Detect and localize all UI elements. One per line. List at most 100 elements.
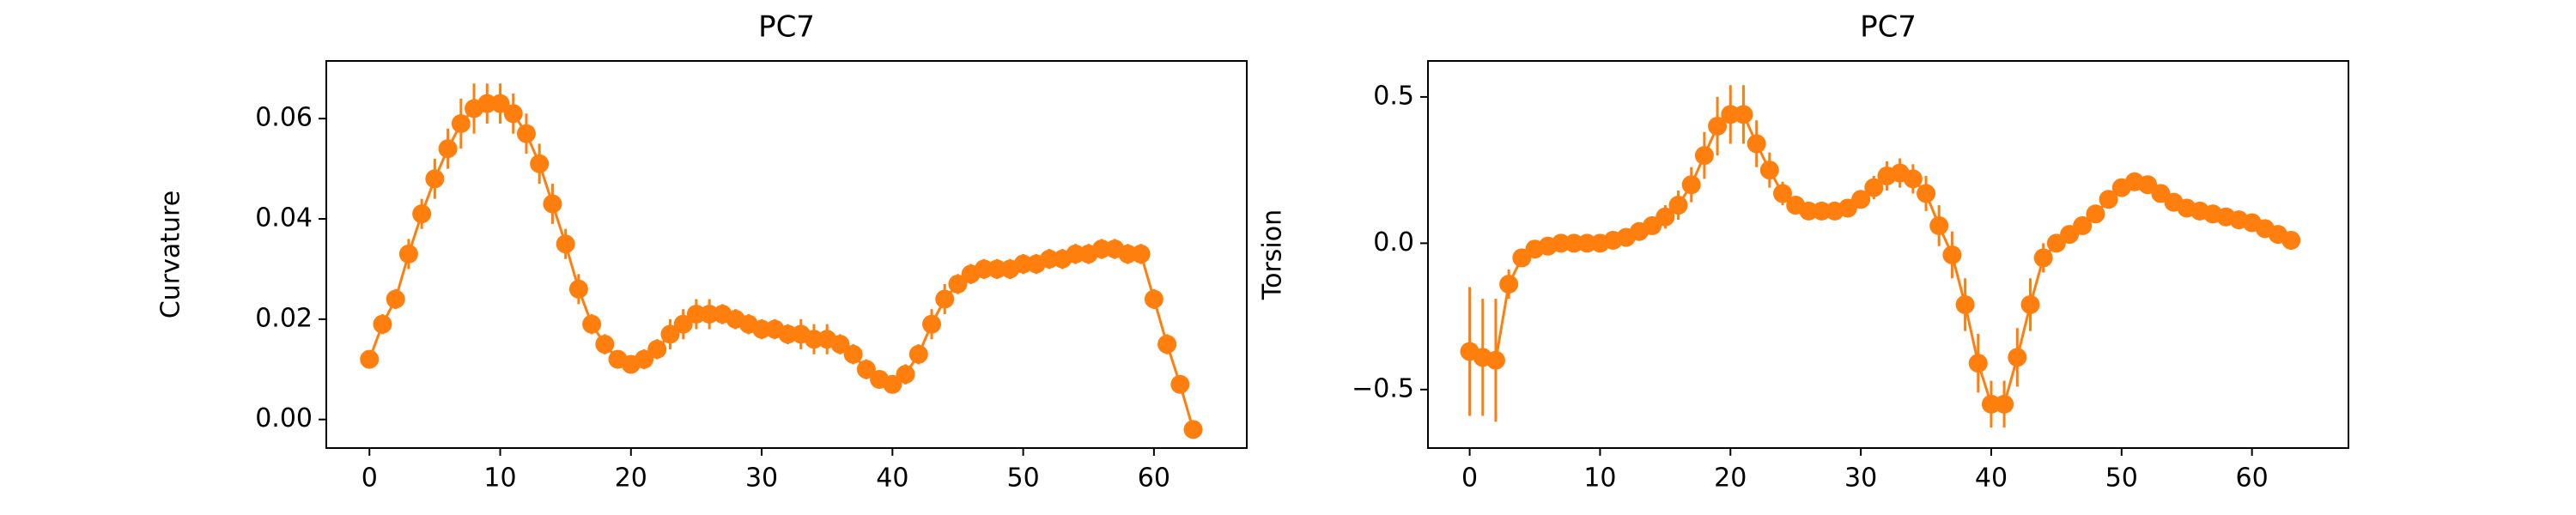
x-tick-label: 50 — [2105, 464, 2138, 494]
data-point — [2099, 190, 2118, 209]
data-point — [804, 330, 823, 349]
y-tick-label: 0.06 — [255, 103, 313, 133]
data-point — [922, 314, 942, 334]
data-point — [412, 204, 432, 224]
data-point — [673, 314, 693, 334]
data-point — [1955, 294, 1975, 314]
data-point — [883, 374, 902, 394]
data-point — [2020, 294, 2040, 314]
x-tick-label: 40 — [876, 464, 908, 494]
data-point — [778, 324, 798, 344]
data-point — [1564, 233, 1584, 253]
data-point — [1170, 374, 1190, 394]
data-point — [2281, 230, 2301, 250]
y-axis-label: Curvature — [156, 191, 186, 318]
data-point — [530, 154, 550, 173]
data-point — [752, 319, 772, 339]
y-tick-label: 0.5 — [1373, 81, 1414, 111]
data-point — [1968, 354, 1988, 373]
data-point — [1917, 184, 1936, 203]
data-point — [556, 234, 575, 254]
data-point — [1929, 215, 1949, 235]
x-tick-label: 20 — [615, 464, 647, 494]
data-point — [1499, 275, 1519, 294]
data-point — [516, 124, 536, 143]
data-point — [595, 335, 615, 354]
data-point — [1091, 239, 1111, 259]
data-point — [896, 365, 915, 385]
data-point — [477, 94, 497, 113]
data-point — [2033, 248, 2053, 268]
data-point — [686, 305, 706, 324]
data-point — [425, 169, 445, 189]
data-point — [1981, 394, 2001, 414]
y-tick-label: −0.5 — [1352, 373, 1414, 403]
data-point — [2008, 348, 2027, 367]
data-point — [2086, 204, 2105, 224]
data-point — [1773, 184, 1793, 203]
data-point — [856, 360, 876, 379]
data-point — [1066, 244, 1085, 264]
x-tick-label: 60 — [2236, 464, 2269, 494]
data-point — [1864, 178, 1884, 197]
data-point — [1144, 289, 1163, 309]
data-point — [451, 114, 471, 134]
data-point — [386, 289, 405, 309]
data-point — [1013, 254, 1033, 274]
data-point — [1040, 249, 1060, 269]
data-point — [360, 349, 380, 369]
data-point — [660, 324, 680, 344]
data-point — [373, 314, 392, 334]
data-point — [1851, 190, 1871, 209]
data-point — [1708, 117, 1728, 136]
plot-frame — [325, 60, 1248, 449]
data-point — [1681, 175, 1701, 195]
y-tick-label: 0.04 — [255, 203, 313, 233]
x-tick-label: 0 — [1461, 464, 1478, 494]
x-tick-label: 50 — [1007, 464, 1040, 494]
x-tick-label: 30 — [745, 464, 778, 494]
data-point — [1668, 196, 1688, 215]
data-point — [1694, 146, 1714, 166]
y-tick-label: 0.00 — [255, 403, 313, 433]
data-point — [843, 344, 863, 364]
data-point — [1812, 201, 1832, 221]
data-point — [2073, 215, 2093, 235]
x-tick-label: 10 — [1583, 464, 1616, 494]
data-point — [1131, 244, 1151, 264]
data-line — [1468, 112, 2292, 406]
data-point — [1721, 105, 1741, 124]
data-point — [503, 104, 523, 124]
data-point — [1551, 233, 1571, 253]
data-point — [1734, 105, 1753, 124]
x-tick-label: 60 — [1138, 464, 1170, 494]
x-tick-label: 30 — [1844, 464, 1877, 494]
data-point — [1183, 420, 1203, 439]
x-tick-label: 40 — [1975, 464, 2008, 494]
data-point — [1903, 169, 1923, 189]
data-point — [543, 194, 562, 214]
data-point — [908, 344, 928, 364]
chart-title: PC7 — [1860, 10, 1917, 45]
data-point — [568, 279, 588, 299]
data-point — [398, 244, 418, 264]
data-point — [830, 335, 850, 354]
y-axis-label: Torsion — [1258, 209, 1288, 300]
data-point — [1118, 244, 1138, 264]
data-point — [987, 259, 1007, 279]
x-tick-label: 20 — [1714, 464, 1747, 494]
plot-frame — [1427, 60, 2349, 449]
chart: PC7 Torsion 0 10 20 30 40 50 60 −0.5 0.0 0.5 — [1258, 10, 2349, 494]
data-point — [935, 289, 955, 309]
data-point — [948, 274, 968, 294]
data-point — [700, 305, 720, 324]
y-tick-label: 0.0 — [1373, 227, 1414, 258]
data-point — [1799, 201, 1819, 221]
chart: PC7 Curvature 0 10 20 30 40 50 60 0.00 0.02 0.04 0.0… — [156, 10, 1248, 494]
data-point — [1747, 134, 1766, 154]
data-point — [974, 259, 993, 279]
data-point — [1656, 207, 1675, 227]
data-point — [647, 339, 667, 359]
data-point — [1995, 394, 2014, 414]
